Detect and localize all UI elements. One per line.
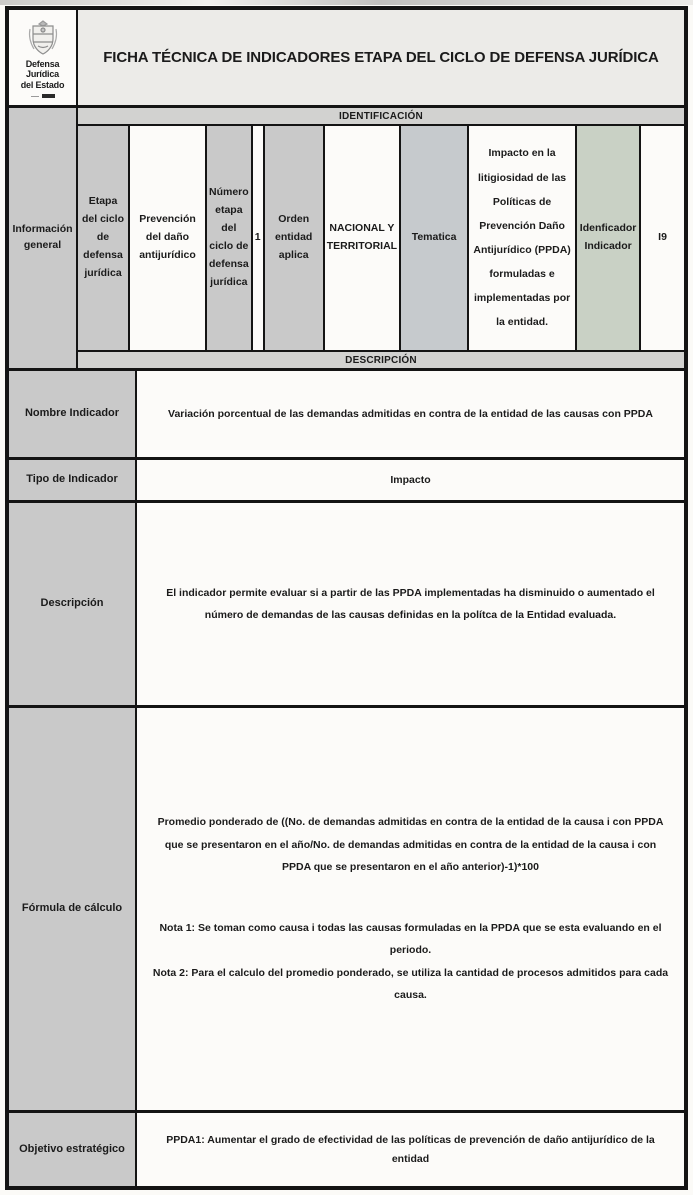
logo-mark-dash [30,95,39,97]
tipo-indicador-label: Tipo de Indicador [9,460,137,500]
identification-columns: Etapa del ciclo de defensa jurídica Prev… [78,126,684,350]
logo-wordmark [30,94,55,99]
tipo-indicador-text: Impacto [390,473,431,486]
identification-section-header: IDENTIFICACIÓN [78,108,684,126]
objetivo-estrategico-label: Objetivo estratégico [9,1113,137,1186]
identification-section: Información general IDENTIFICACIÓN Etapa… [9,105,684,368]
formula-notes: Nota 1: Se toman como causa i todas las … [151,917,670,1007]
objetivo-estrategico-value: PPDA1: Aumentar el grado de efectividad … [137,1113,684,1186]
field-orden-entidad-value: NACIONAL Y TERRITORIAL [324,126,402,350]
tipo-indicador-value: Impacto [137,460,684,500]
formula-note-1: Nota 1: Se toman como causa i todas las … [159,921,662,957]
row-nombre-indicador: Nombre Indicador Variación porcentual de… [9,368,684,457]
formula-note-2: Nota 2: Para el calculo del promedio pon… [152,966,669,1002]
nombre-indicador-label: Nombre Indicador [9,371,137,457]
scan-artifact-top [0,0,693,5]
logo-text: Defensa Jurídica del Estado [9,59,76,90]
descripcion-value: El indicador permite evaluar si a partir… [137,503,684,705]
field-etapa-ciclo-value: Prevención del daño antijurídico [130,126,207,350]
descripcion-label: Descripción [9,503,137,705]
formula-calculo-value: Promedio ponderado de ((No. de demandas … [137,708,684,1110]
agency-logo: Defensa Jurídica del Estado [9,10,78,105]
description-section-header: DESCRIPCIÓN [78,350,684,368]
field-tematica-label: Tematica [401,126,470,350]
field-identificador-label: Idenficador Indicador [577,126,642,350]
page-title: FICHA TÉCNICA DE INDICADORES ETAPA DEL C… [78,10,684,105]
formula-calculo-label: Fórmula de cálculo [9,708,137,1110]
info-general-label: Información general [9,108,78,368]
field-numero-etapa-value: 1 [252,126,265,350]
row-formula-calculo: Fórmula de cálculo Promedio ponderado de… [9,705,684,1110]
formula-expression: Promedio ponderado de ((No. de demandas … [157,816,664,874]
header-row: Defensa Jurídica del Estado FICHA TÉCNIC… [9,10,684,105]
field-tematica-value: Impacto en la litigiosidad de las Políti… [469,126,578,350]
field-orden-entidad-label: Orden entidad aplica [264,126,325,350]
logo-text-line2: del Estado [20,79,65,90]
descripcion-text: El indicador permite evaluar si a partir… [166,586,655,621]
row-objetivo-estrategico: Objetivo estratégico PPDA1: Aumentar el … [9,1110,684,1186]
nombre-indicador-text: Variación porcentual de las demandas adm… [168,407,653,420]
logo-mark-block [41,94,55,99]
objetivo-estrategico-text: PPDA1: Aumentar el grado de efectividad … [166,1133,655,1165]
row-descripcion: Descripción El indicador permite evaluar… [9,500,684,705]
ficha-tecnica-table: Defensa Jurídica del Estado FICHA TÉCNIC… [5,6,688,1190]
row-tipo-indicador: Tipo de Indicador Impacto [9,457,684,500]
logo-text-line1: Defensa Jurídica [25,58,60,80]
coat-of-arms-icon [28,20,57,55]
identification-body: IDENTIFICACIÓN Etapa del ciclo de defens… [78,108,684,368]
field-etapa-ciclo-label: Etapa del ciclo de defensa jurídica [78,126,130,350]
field-numero-etapa-label: Número etapa del ciclo de defensa jurídi… [207,126,253,350]
nombre-indicador-value: Variación porcentual de las demandas adm… [137,371,684,457]
field-identificador-value: I9 [641,126,684,350]
